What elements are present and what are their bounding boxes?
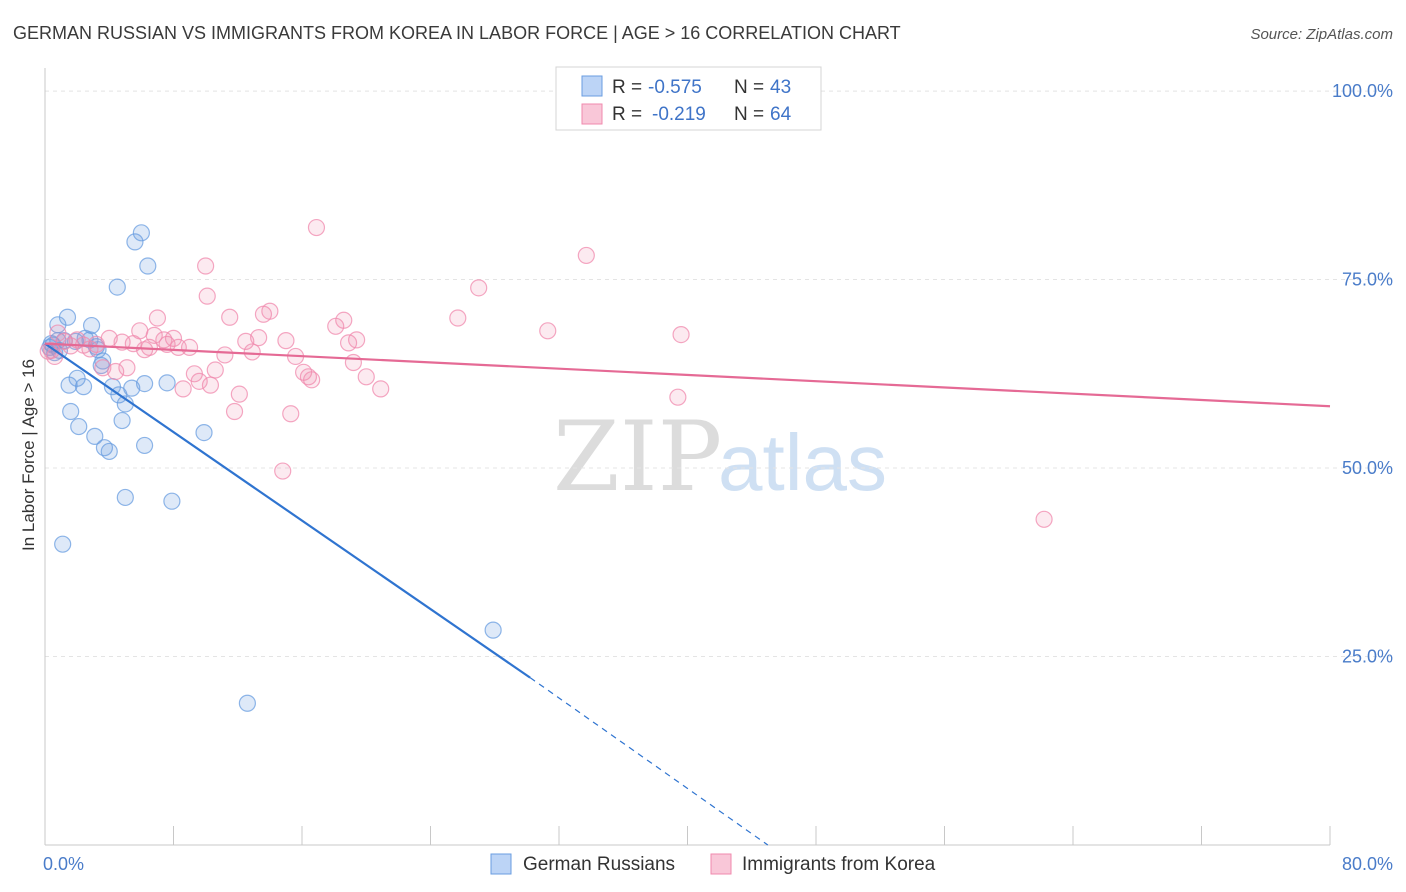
point-1-52: [348, 331, 366, 349]
point-1-61: [1035, 510, 1053, 528]
trend-lines: [44, 342, 1331, 846]
point-1-28: [198, 287, 216, 305]
point-1-40: [274, 462, 292, 480]
series-immigrants-korea-points: [39, 218, 1053, 528]
point-0-6: [58, 308, 77, 326]
point-0-23: [113, 411, 131, 430]
point-1-54: [372, 380, 390, 398]
point-1-35: [237, 332, 255, 350]
legend-r-value-2: -0.219: [652, 104, 706, 125]
legend-r-value-1: -0.575: [648, 77, 702, 98]
point-1-47: [307, 218, 326, 237]
stats-legend: R = -0.575 N = 43 R = -0.219 N = 64: [555, 66, 822, 131]
point-0-8: [62, 402, 80, 421]
point-0-19: [100, 442, 118, 461]
point-0-28: [132, 224, 150, 242]
point-1-24: [180, 338, 199, 357]
point-1-59: [669, 388, 687, 406]
point-0-11: [74, 378, 93, 396]
point-1-26: [190, 372, 208, 390]
series-legend-label-german-russians: German Russians: [523, 854, 675, 875]
chart-source: Source: ZipAtlas.com: [1250, 26, 1393, 43]
point-1-45: [299, 368, 318, 386]
legend-n-label-1: N =: [734, 77, 764, 98]
point-1-58: [577, 246, 595, 265]
trend-line-0: [44, 342, 531, 679]
series-legend-label-immigrants-korea: Immigrants from Korea: [742, 854, 936, 875]
point-0-37: [484, 621, 502, 639]
point-0-30: [135, 436, 154, 455]
trend-line-extension-0: [529, 677, 769, 846]
point-1-18: [148, 309, 167, 327]
point-1-31: [216, 346, 234, 364]
point-0-24: [116, 488, 134, 507]
legend-swatch-immigrants-korea: [581, 103, 603, 125]
point-0-29: [135, 375, 154, 393]
point-1-37: [250, 329, 268, 347]
point-0-34: [195, 424, 213, 442]
series-legend-swatch-german-russians: [490, 853, 512, 875]
point-1-27: [197, 257, 215, 275]
point-1-46: [303, 371, 321, 389]
point-1-10: [107, 362, 125, 381]
grid-lines: [45, 90, 1392, 658]
point-0-33: [163, 492, 181, 510]
point-1-39: [261, 302, 279, 320]
point-1-57: [539, 322, 557, 340]
point-0-36: [238, 694, 256, 712]
point-1-42: [282, 405, 300, 423]
point-1-23: [174, 380, 192, 398]
point-1-55: [449, 309, 467, 327]
x-tick-label-1: 80.0%: [1342, 854, 1393, 874]
point-1-29: [201, 376, 220, 394]
point-1-51: [344, 353, 362, 372]
point-0-27: [126, 233, 144, 251]
axes: [44, 68, 1331, 846]
point-1-60: [672, 325, 690, 344]
legend-n-value-1: 43: [770, 77, 791, 98]
point-0-14: [86, 427, 104, 445]
trend-line-1: [44, 342, 1331, 408]
series-legend: German Russians Immigrants from Korea: [490, 853, 936, 875]
y-axis-label: In Labor Force | Age > 16: [19, 359, 38, 551]
point-1-56: [470, 279, 488, 297]
watermark-zip: ZIP: [553, 401, 722, 513]
chart-title: GERMAN RUSSIAN VS IMMIGRANTS FROM KOREA …: [13, 23, 901, 43]
point-1-49: [335, 311, 353, 329]
point-0-31: [139, 257, 157, 275]
point-0-26: [123, 379, 141, 397]
watermark-atlas: atlas: [718, 418, 887, 507]
point-0-10: [70, 417, 88, 436]
legend-n-label-2: N =: [734, 104, 764, 125]
legend-n-value-2: 64: [770, 104, 792, 125]
point-1-12: [118, 359, 136, 377]
legend-r-label-2: R =: [612, 104, 642, 125]
point-1-41: [277, 332, 295, 350]
point-1-30: [206, 361, 224, 379]
legend-r-label-1: R =: [612, 77, 642, 98]
point-1-33: [225, 402, 244, 421]
x-tick-label-0: 0.0%: [43, 854, 84, 874]
y-tick-label-2: 50.0%: [1342, 458, 1393, 478]
point-0-21: [108, 278, 126, 296]
series-legend-swatch-immigrants-korea: [710, 853, 732, 875]
point-0-17: [94, 352, 112, 370]
legend-swatch-german-russians: [581, 75, 603, 97]
y-tick-label-3: 25.0%: [1342, 647, 1393, 667]
point-0-32: [158, 374, 176, 392]
point-1-34: [230, 385, 248, 403]
tick-labels: 100.0% 75.0% 50.0% 25.0% 0.0% 80.0%: [43, 81, 1393, 874]
point-1-8: [94, 359, 112, 377]
point-1-32: [221, 308, 239, 326]
point-1-17: [145, 326, 163, 344]
point-0-35: [54, 535, 72, 553]
point-1-14: [131, 322, 149, 340]
point-1-36: [243, 343, 261, 361]
point-1-21: [164, 329, 183, 347]
y-tick-label-1: 75.0%: [1342, 270, 1393, 290]
y-tick-label-0: 100.0%: [1332, 81, 1393, 101]
point-1-53: [357, 368, 375, 386]
